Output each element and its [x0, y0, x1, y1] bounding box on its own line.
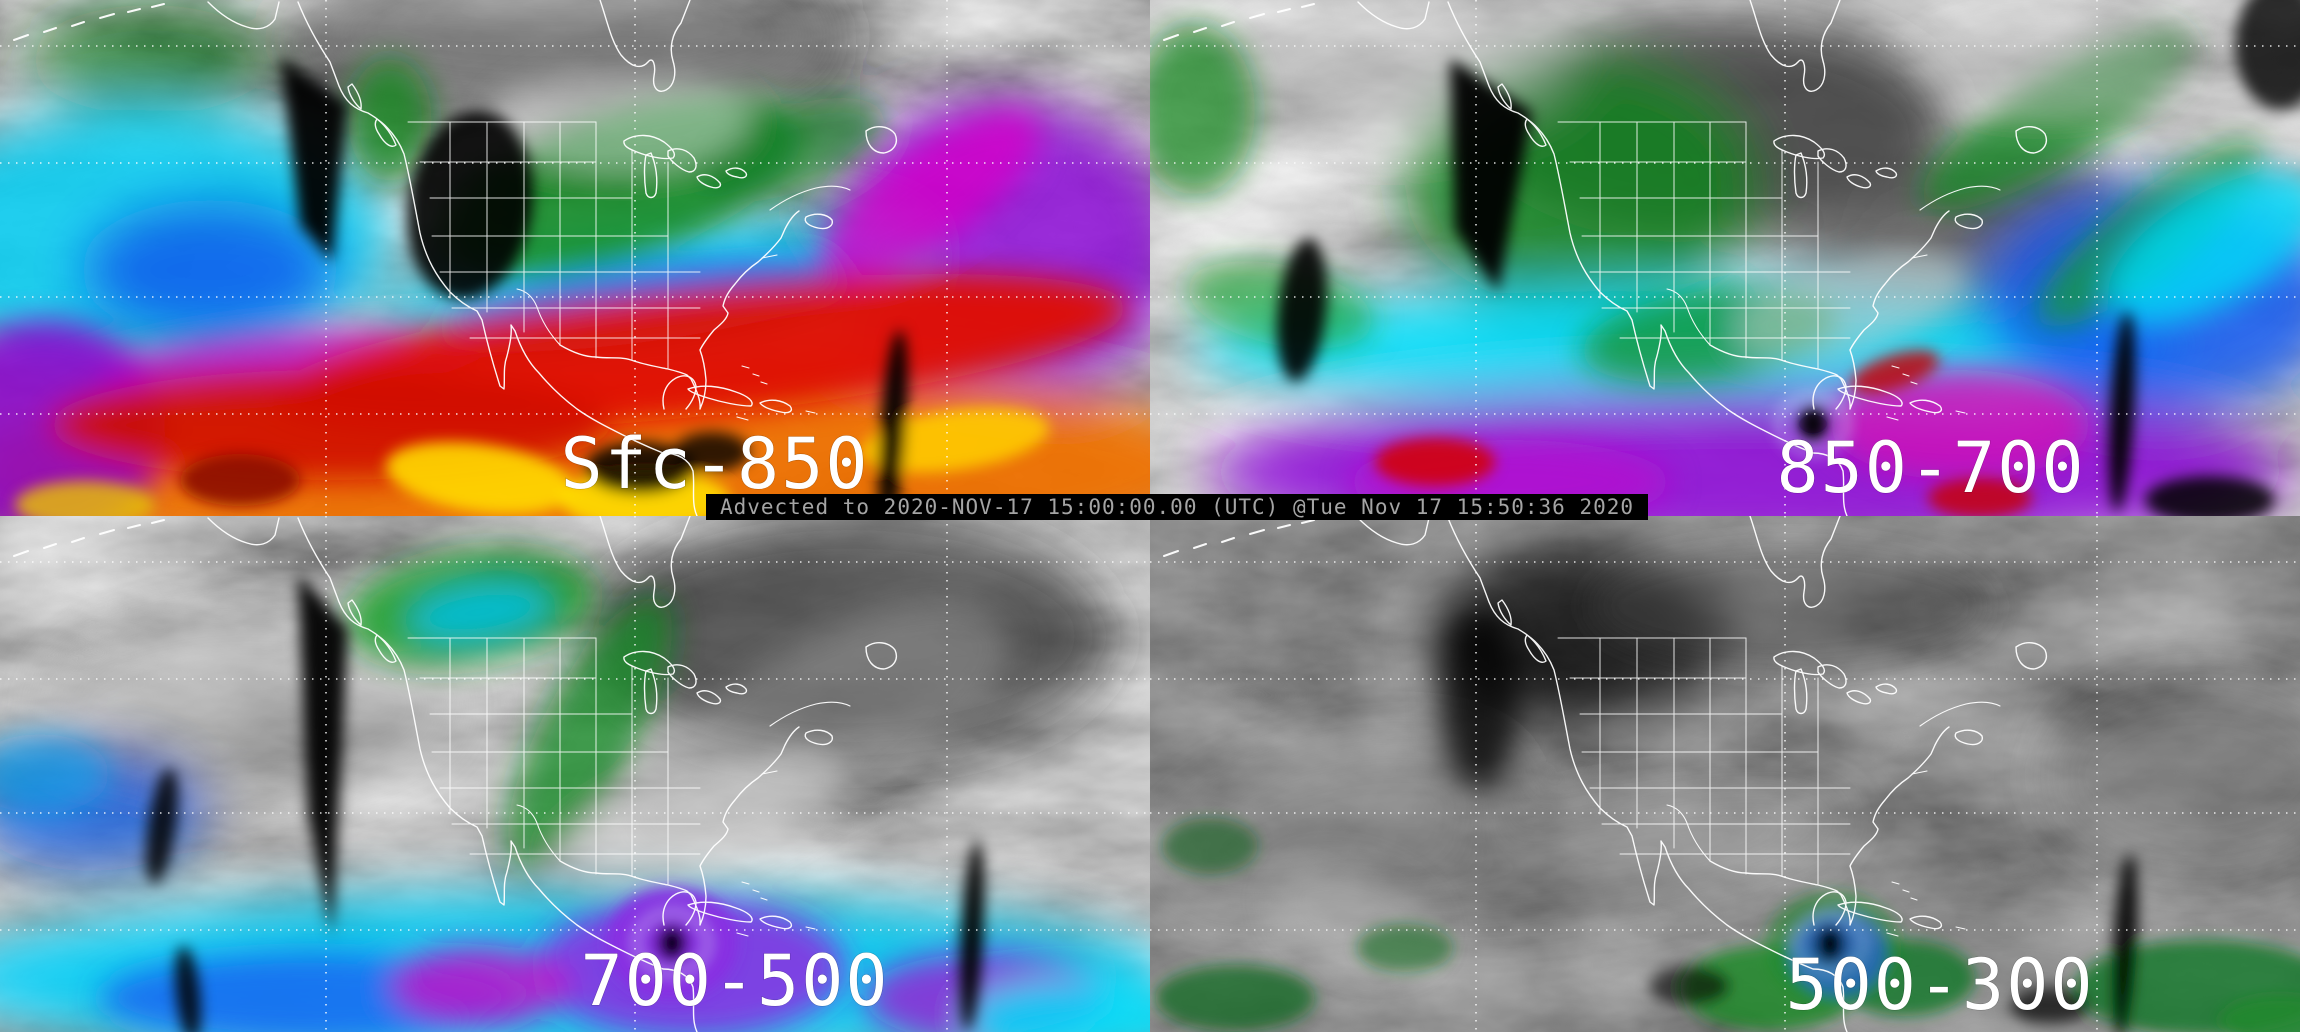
timestamp-bar: Advected to 2020-NOV-17 15:00:00.00 (UTC… [706, 494, 1648, 520]
panel-label-500-300: 500-300 [1785, 944, 2094, 1026]
panel-700-500: 700-500 [0, 516, 1150, 1032]
panel-label-700-500: 700-500 [580, 940, 889, 1022]
hurricane-spiral [633, 910, 711, 976]
hurricane-eye [1815, 925, 1845, 963]
hurricane-eye [1798, 405, 1828, 443]
panel-label-850-700: 850-700 [1776, 427, 2085, 509]
hurricane-eye [657, 925, 687, 961]
panel-700-500-imagery: 700-500 [0, 516, 1150, 1032]
panel-sfc-850: Sfc-850 [0, 0, 1150, 516]
panel-500-300-imagery: 500-300 [1150, 516, 2300, 1032]
panel-sfc-850-imagery: Sfc-850 [0, 0, 1150, 516]
panel-850-700: 850-700 [1150, 0, 2300, 516]
panel-500-300: 500-300 [1150, 516, 2300, 1032]
panel-850-700-imagery: 850-700 [1150, 0, 2300, 516]
timestamp-text: Advected to 2020-NOV-17 15:00:00.00 (UTC… [719, 495, 1635, 519]
panel-label-sfc-850: Sfc-850 [560, 423, 869, 505]
